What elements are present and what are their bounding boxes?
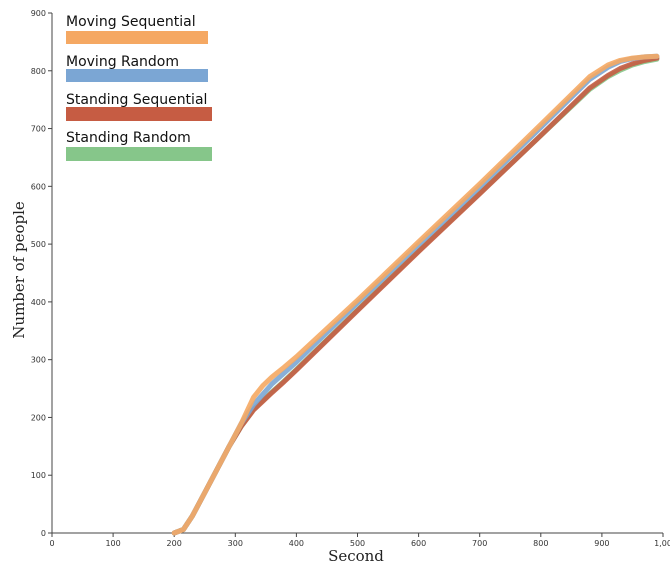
x-tick-label: 500 [350,539,365,548]
y-ticks: 0 100 200 300 400 500 600 700 800 900 [31,9,52,538]
series-line-moving-sequential [171,53,660,536]
legend-label-standing-sequential: Standing Sequential [66,92,207,108]
legend-label-standing-random: Standing Random [66,130,191,146]
legend-swatch-standing-sequential [66,107,212,121]
y-tick-label: 600 [31,182,46,191]
x-tick-label: 1,00 [654,539,670,548]
axes: 0 100 200 300 400 500 600 700 800 900 1,00 0 100 200… [31,9,670,548]
y-tick-label: 700 [31,125,46,134]
y-tick-label: 800 [31,67,46,76]
legend-label-moving-random: Moving Random [66,54,179,70]
series-group [171,53,660,536]
y-axis-title: Number of people [10,201,28,339]
x-tick-label: 800 [533,539,548,548]
series-line-standing-random [171,56,660,536]
x-tick-label: 200 [167,539,182,548]
y-tick-label: 300 [31,356,46,365]
legend-label-moving-sequential: Moving Sequential [66,14,196,30]
y-tick-label: 900 [31,9,46,18]
legend-swatch-standing-random [66,147,212,161]
legend-swatch-moving-sequential [66,31,208,44]
x-tick-label: 100 [105,539,120,548]
x-ticks: 0 100 200 300 400 500 600 700 800 900 1,00 [49,533,670,548]
x-tick-label: 900 [594,539,609,548]
x-axis-title: Second [328,547,384,565]
x-tick-label: 300 [228,539,243,548]
legend: Moving Sequential Moving Random Standing… [66,14,212,161]
y-tick-label: 200 [31,413,46,422]
series-line-moving-random [171,53,660,536]
y-tick-label: 400 [31,298,46,307]
y-tick-label: 0 [41,529,46,538]
legend-swatch-moving-random [66,69,208,82]
series-line-standing-sequential [171,55,660,536]
y-tick-label: 100 [31,471,46,480]
x-tick-label: 400 [289,539,304,548]
x-tick-label: 0 [49,539,54,548]
x-tick-label: 700 [472,539,487,548]
x-tick-label: 600 [411,539,426,548]
y-tick-label: 500 [31,240,46,249]
